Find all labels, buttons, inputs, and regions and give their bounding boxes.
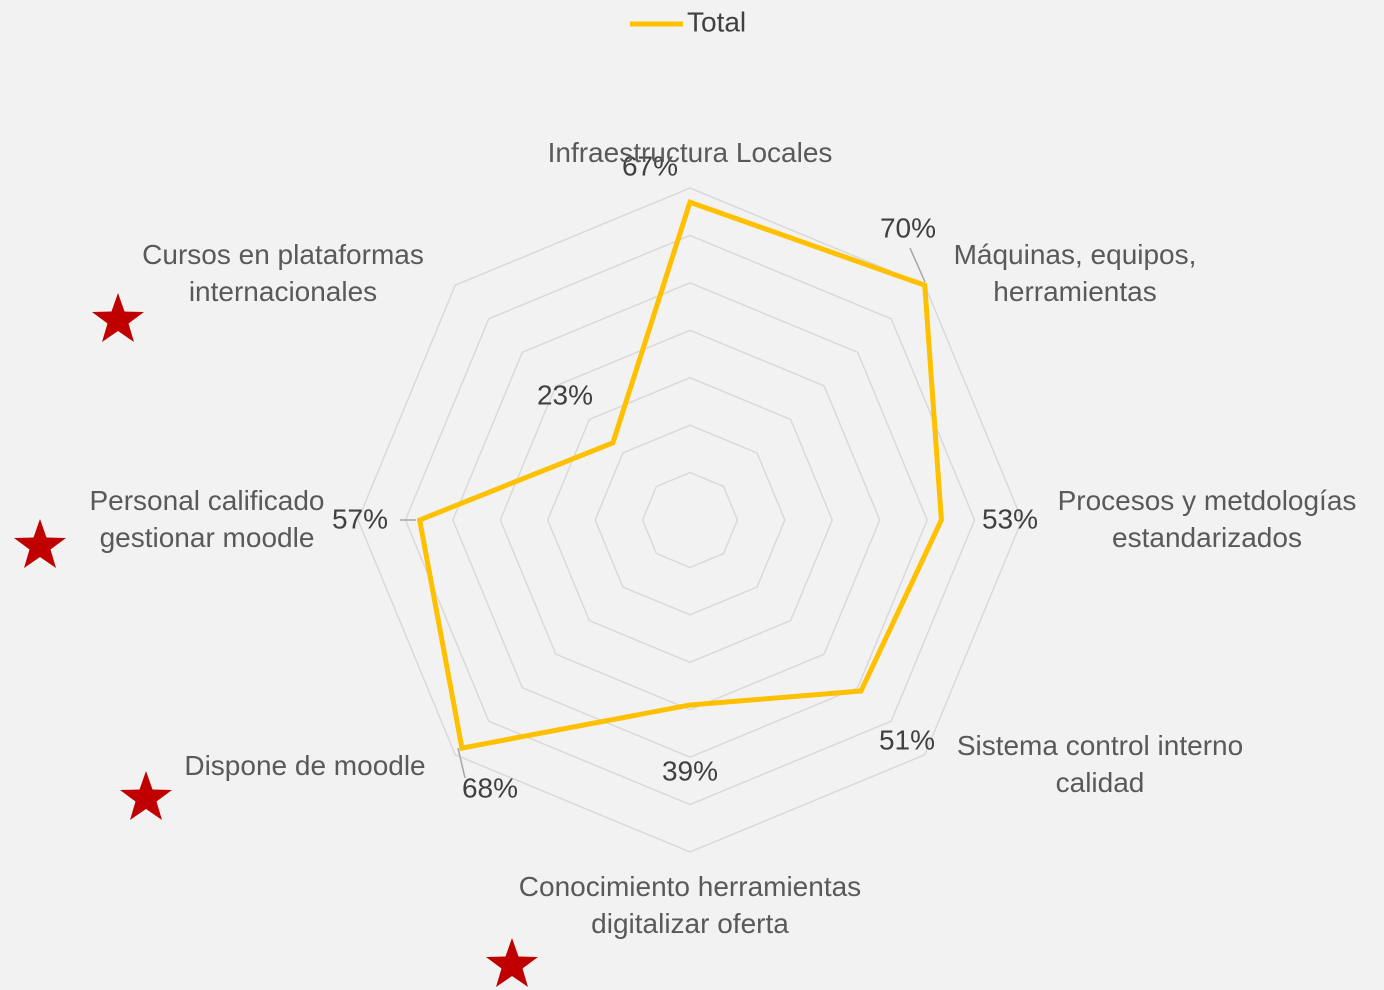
grid-ring xyxy=(594,424,786,616)
grid-ring xyxy=(357,187,1023,853)
star xyxy=(92,293,144,342)
star xyxy=(120,771,172,820)
category-label: Personal calificado gestionar moodle xyxy=(89,485,325,553)
grid-ring xyxy=(404,234,976,806)
leader-line xyxy=(457,747,466,779)
category-label: Sistema control interno calidad xyxy=(956,730,1244,798)
grid-ring xyxy=(452,282,928,758)
grid-ring xyxy=(546,376,834,664)
category-label: Dispone de moodle xyxy=(184,750,426,781)
grid-ring xyxy=(499,329,881,711)
category-label: Cursos en plataformas internacionales xyxy=(142,239,424,307)
data-label: 51% xyxy=(879,724,935,755)
category-label: Máquinas, equipos, herramientas xyxy=(953,239,1197,307)
data-label: 67% xyxy=(622,150,678,181)
series-line xyxy=(416,199,944,751)
star xyxy=(486,938,538,987)
category-label: Infraestructura Locales xyxy=(547,137,833,168)
star xyxy=(14,519,66,568)
data-label: 68% xyxy=(462,772,518,803)
legend-label: Total xyxy=(687,6,746,37)
stars xyxy=(14,293,538,987)
category-label: Conocimiento herramientas digitalizar of… xyxy=(518,871,862,939)
data-label: 23% xyxy=(537,379,593,410)
category-label: Procesos y metdologías estandarizados xyxy=(1057,485,1357,553)
grid-ring xyxy=(641,471,739,569)
leader-line xyxy=(909,247,926,283)
data-label: 39% xyxy=(662,755,718,786)
data-label: 70% xyxy=(880,212,936,243)
data-label: 53% xyxy=(982,503,1038,534)
data-label: 57% xyxy=(332,503,388,534)
